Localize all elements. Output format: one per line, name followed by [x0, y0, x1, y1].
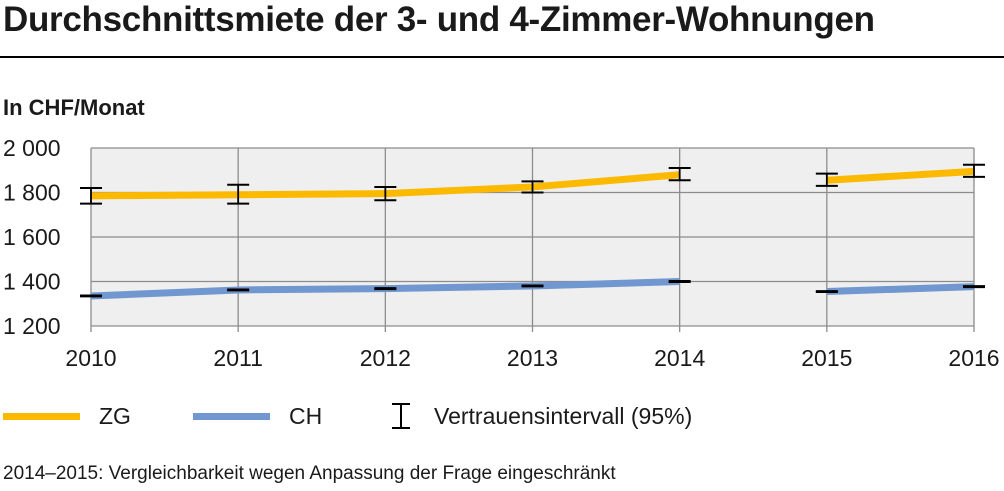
legend-label-ci: Vertrauensintervall (95%): [434, 402, 693, 429]
y-tick-label: 1 600: [3, 224, 61, 250]
legend-label-ch: CH: [289, 402, 323, 429]
x-tick-label: 2016: [948, 345, 999, 371]
legend-item-zg: ZG: [3, 396, 131, 436]
x-tick-label: 2015: [801, 345, 852, 371]
x-tick-label: 2010: [65, 345, 116, 371]
x-tick-label: 2011: [213, 345, 262, 371]
legend-item-ch: CH: [193, 396, 322, 436]
y-tick-label: 1 800: [3, 180, 61, 206]
title-rule: [0, 56, 1004, 58]
footnote: 2014–2015: Vergleichbarkeit wegen Anpass…: [3, 463, 616, 484]
legend-swatch-ch: [193, 412, 270, 420]
series-line-ch: [826, 283, 975, 296]
legend-label-zg: ZG: [99, 402, 131, 429]
series-line-zg: [826, 167, 975, 184]
x-tick-label: 2013: [507, 345, 558, 371]
chart-title: Durchschnittsmiete der 3- und 4-Zimmer-W…: [3, 0, 875, 39]
line-chart: 1 200 1 400 1 600 1 800 2 000 2010 2011 2012 201…: [3, 135, 1000, 371]
errorbar-icon: [392, 403, 410, 429]
legend-swatch-zg: [3, 412, 80, 420]
x-tick-label: 2014: [654, 345, 705, 371]
y-tick-label: 2 000: [3, 135, 61, 161]
y-tick-label: 1 200: [3, 313, 61, 339]
x-tick-label: 2012: [360, 345, 411, 371]
legend-item-ci: Vertrauensintervall (95%): [390, 396, 692, 436]
y-unit-label: In CHF/Monat: [3, 95, 145, 120]
y-tick-label: 1 400: [3, 269, 61, 295]
